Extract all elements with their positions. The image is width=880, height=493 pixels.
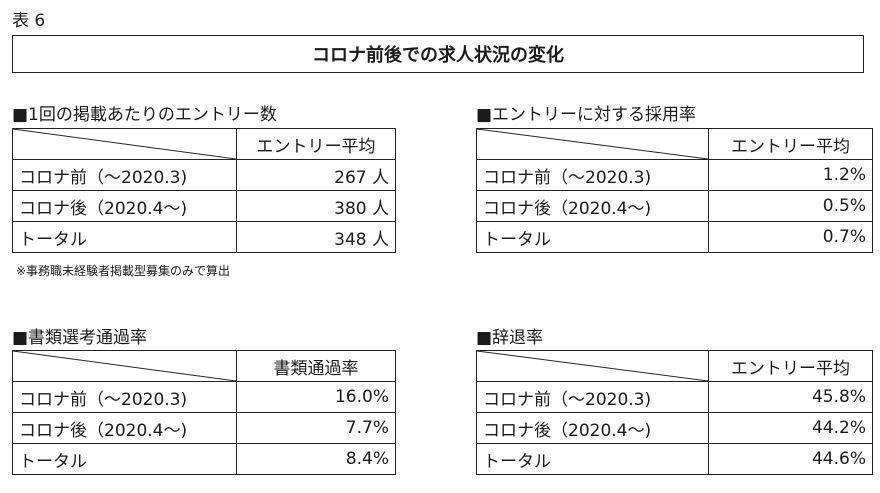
- screening-table: 書類通過率 コロナ前（～2020.3) 16.0% コロナ後（2020.4～) …: [12, 350, 396, 475]
- row-label: コロナ後（2020.4～): [476, 190, 709, 222]
- table-header-row: エントリー平均: [476, 128, 873, 160]
- diagonal-header-cell: [12, 350, 237, 382]
- footnote: ※事務職未経験者掲載型募集のみで算出: [16, 264, 231, 278]
- table-row: コロナ後（2020.4～) 380 人: [12, 190, 396, 222]
- row-label: コロナ前（～2020.3): [476, 381, 709, 413]
- table-row: コロナ後（2020.4～) 44.2%: [476, 412, 873, 444]
- table-row: トータル 44.6%: [476, 443, 873, 475]
- row-value: 44.6%: [708, 443, 873, 475]
- column-header: エントリー平均: [708, 350, 873, 382]
- table-row: コロナ前（～2020.3) 16.0%: [12, 381, 396, 413]
- row-value: 0.7%: [708, 221, 873, 253]
- row-value: 380 人: [236, 190, 396, 222]
- declines-table: エントリー平均 コロナ前（～2020.3) 45.8% コロナ後（2020.4～…: [476, 350, 873, 475]
- page-title: コロナ前後での求人状況の変化: [12, 35, 864, 73]
- hire-rate-table: エントリー平均 コロナ前（～2020.3) 1.2% コロナ後（2020.4～)…: [476, 128, 873, 253]
- row-label: コロナ前（～2020.3): [476, 159, 709, 191]
- row-value: 348 人: [236, 221, 396, 253]
- table-row: コロナ後（2020.4～) 0.5%: [476, 190, 873, 222]
- row-value: 44.2%: [708, 412, 873, 444]
- column-header: エントリー平均: [708, 128, 873, 160]
- row-label: トータル: [476, 221, 709, 253]
- diagonal-header-cell: [476, 128, 709, 160]
- table-header-row: 書類通過率: [12, 350, 396, 382]
- page-title-text: コロナ前後での求人状況の変化: [312, 45, 564, 66]
- table-row: トータル 8.4%: [12, 443, 396, 475]
- declines-heading: ■辞退率: [476, 328, 544, 348]
- row-value: 0.5%: [708, 190, 873, 222]
- table-row: コロナ前（～2020.3) 1.2%: [476, 159, 873, 191]
- row-label: コロナ前（～2020.3): [12, 381, 237, 413]
- hire-rate-heading: ■エントリーに対する採用率: [476, 105, 697, 125]
- row-value: 45.8%: [708, 381, 873, 413]
- diagonal-header-cell: [12, 128, 237, 160]
- table-row: コロナ前（～2020.3) 45.8%: [476, 381, 873, 413]
- row-value: 1.2%: [708, 159, 873, 191]
- row-label: コロナ後（2020.4～): [476, 412, 709, 444]
- column-header: 書類通過率: [236, 350, 396, 382]
- row-label: コロナ後（2020.4～): [12, 190, 237, 222]
- entries-table: エントリー平均 コロナ前（～2020.3) 267 人 コロナ後（2020.4～…: [12, 128, 396, 253]
- row-value: 267 人: [236, 159, 396, 191]
- row-label: トータル: [476, 443, 709, 475]
- entries-heading: ■1回の掲載あたりのエントリー数: [12, 105, 277, 125]
- row-label: コロナ後（2020.4～): [12, 412, 237, 444]
- table-row: トータル 348 人: [12, 221, 396, 253]
- table-header-row: エントリー平均: [12, 128, 396, 160]
- diagonal-header-cell: [476, 350, 709, 382]
- row-value: 8.4%: [236, 443, 396, 475]
- row-label: トータル: [12, 221, 237, 253]
- table-header-row: エントリー平均: [476, 350, 873, 382]
- table-number-label: 表 6: [12, 11, 46, 31]
- row-label: コロナ前（～2020.3): [12, 159, 237, 191]
- row-label: トータル: [12, 443, 237, 475]
- table-row: コロナ後（2020.4～) 7.7%: [12, 412, 396, 444]
- column-header: エントリー平均: [236, 128, 396, 160]
- table-row: コロナ前（～2020.3) 267 人: [12, 159, 396, 191]
- row-value: 7.7%: [236, 412, 396, 444]
- table-row: トータル 0.7%: [476, 221, 873, 253]
- row-value: 16.0%: [236, 381, 396, 413]
- screening-heading: ■書類選考通過率: [12, 328, 148, 348]
